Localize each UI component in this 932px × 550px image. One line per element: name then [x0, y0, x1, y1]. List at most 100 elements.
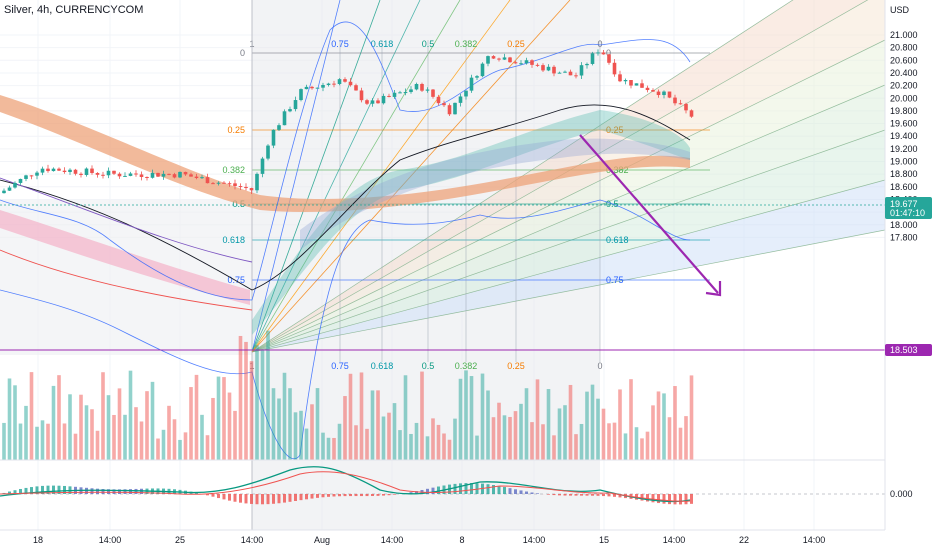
candle-body — [645, 87, 650, 91]
volume-bar — [634, 427, 639, 460]
price-tick-label: 20.800 — [890, 43, 918, 53]
fan-label-bottom: 0.75 — [331, 361, 349, 371]
volume-bar — [447, 439, 452, 460]
fan-label-bottom: 0.382 — [455, 361, 478, 371]
price-tick-label: 17.800 — [890, 232, 918, 242]
volume-bar — [46, 423, 50, 460]
volume-bar — [475, 435, 479, 460]
macd-histogram-bar — [475, 483, 479, 494]
macd-histogram-bar — [547, 494, 550, 495]
time-tick-label: 14:00 — [99, 535, 122, 545]
candle-body — [546, 66, 551, 71]
volume-bar — [414, 422, 419, 460]
volume-bar — [337, 423, 342, 460]
macd-histogram-bar — [13, 490, 17, 494]
volume-bar — [612, 422, 617, 460]
volume-bar — [315, 388, 320, 460]
candle-body — [244, 186, 248, 189]
price-tick-label: 19.000 — [890, 157, 918, 167]
candle-body — [656, 91, 661, 96]
candlesticks — [2, 49, 694, 194]
fan-label-top: 0.75 — [331, 39, 349, 49]
volume-bar — [508, 416, 512, 460]
volume-bar — [486, 390, 490, 460]
volume-bar — [684, 416, 688, 460]
candle-body — [134, 173, 138, 175]
volume-bar — [546, 389, 551, 460]
candle-body — [73, 169, 78, 174]
candle-body — [684, 103, 688, 111]
candle-body — [183, 171, 188, 175]
candle-body — [469, 77, 474, 91]
macd-histogram-bar — [486, 484, 490, 494]
candle-body — [277, 125, 281, 130]
candle-body — [508, 57, 512, 63]
macd-histogram-bar — [662, 494, 666, 504]
candle-body — [629, 80, 633, 86]
time-tick-label: 14:00 — [803, 535, 826, 545]
fan-line — [251, 39, 886, 353]
macd-histogram-bar — [530, 492, 534, 494]
candle-body — [442, 103, 446, 106]
macd-histogram-bar — [294, 494, 297, 501]
macd-histogram-bar — [365, 494, 369, 497]
volume-bar — [84, 405, 89, 460]
price-tick-label: 18.800 — [890, 169, 918, 179]
price-tick-label: 20.200 — [890, 81, 918, 91]
macd-histogram-bar — [41, 485, 44, 494]
candle-body — [200, 177, 204, 179]
price-tick-label: 19.800 — [890, 106, 918, 116]
price-tick-label: 19.200 — [890, 144, 918, 154]
price-tick-label: 18.000 — [890, 220, 918, 230]
volume-bar — [18, 423, 23, 460]
macd-histogram-bar — [360, 494, 363, 497]
candle-body — [590, 53, 595, 64]
volume-bar — [480, 373, 485, 460]
fan-label-bottom: 0.25 — [507, 361, 525, 371]
volume-bar — [453, 418, 457, 460]
volume-bar — [425, 436, 430, 460]
macd-histogram-bar — [338, 494, 341, 497]
fan-line — [251, 229, 886, 353]
macd-histogram-bar — [261, 494, 264, 505]
volume-bar — [469, 376, 474, 460]
candle-body — [414, 83, 419, 90]
candle-body — [238, 186, 243, 188]
macd-histogram-bar — [673, 494, 677, 505]
price-tick-label: 20.000 — [890, 93, 918, 103]
volume-bar — [282, 372, 287, 460]
macd-histogram-bar — [569, 494, 572, 496]
volume-bar — [678, 427, 683, 460]
volume-bar — [156, 438, 160, 460]
macd-histogram-bar — [684, 494, 688, 505]
macd-histogram-bar — [250, 494, 253, 504]
volume-bar — [398, 430, 402, 460]
candle-body — [321, 84, 325, 88]
volume-bar — [574, 434, 578, 460]
candle-body — [288, 109, 292, 112]
volume-bars — [2, 330, 694, 460]
volume-bar — [409, 433, 413, 460]
volume-bar — [513, 411, 518, 460]
macd-histogram-bar — [492, 485, 495, 494]
candle-body — [574, 75, 578, 77]
volume-bar — [497, 402, 501, 460]
volume-bar — [7, 378, 12, 460]
price-axis-bg — [885, 0, 932, 550]
fib-level-label-left: 0.382 — [222, 165, 245, 175]
fib-level-label-left: 0.618 — [222, 235, 245, 245]
candle-body — [123, 175, 127, 177]
candle-body — [62, 170, 67, 173]
volume-bar — [244, 341, 248, 460]
volume-bar — [502, 415, 507, 460]
macd-histogram-bar — [118, 489, 121, 494]
ma-red — [0, 249, 253, 311]
macd-histogram-bar — [508, 488, 512, 494]
candle-body — [68, 169, 72, 173]
ma-ribbon-teal — [252, 110, 690, 335]
candle-body — [150, 172, 155, 178]
volume-bar — [689, 375, 694, 460]
time-tick-label: Aug — [314, 535, 330, 545]
candle-body — [172, 174, 177, 178]
